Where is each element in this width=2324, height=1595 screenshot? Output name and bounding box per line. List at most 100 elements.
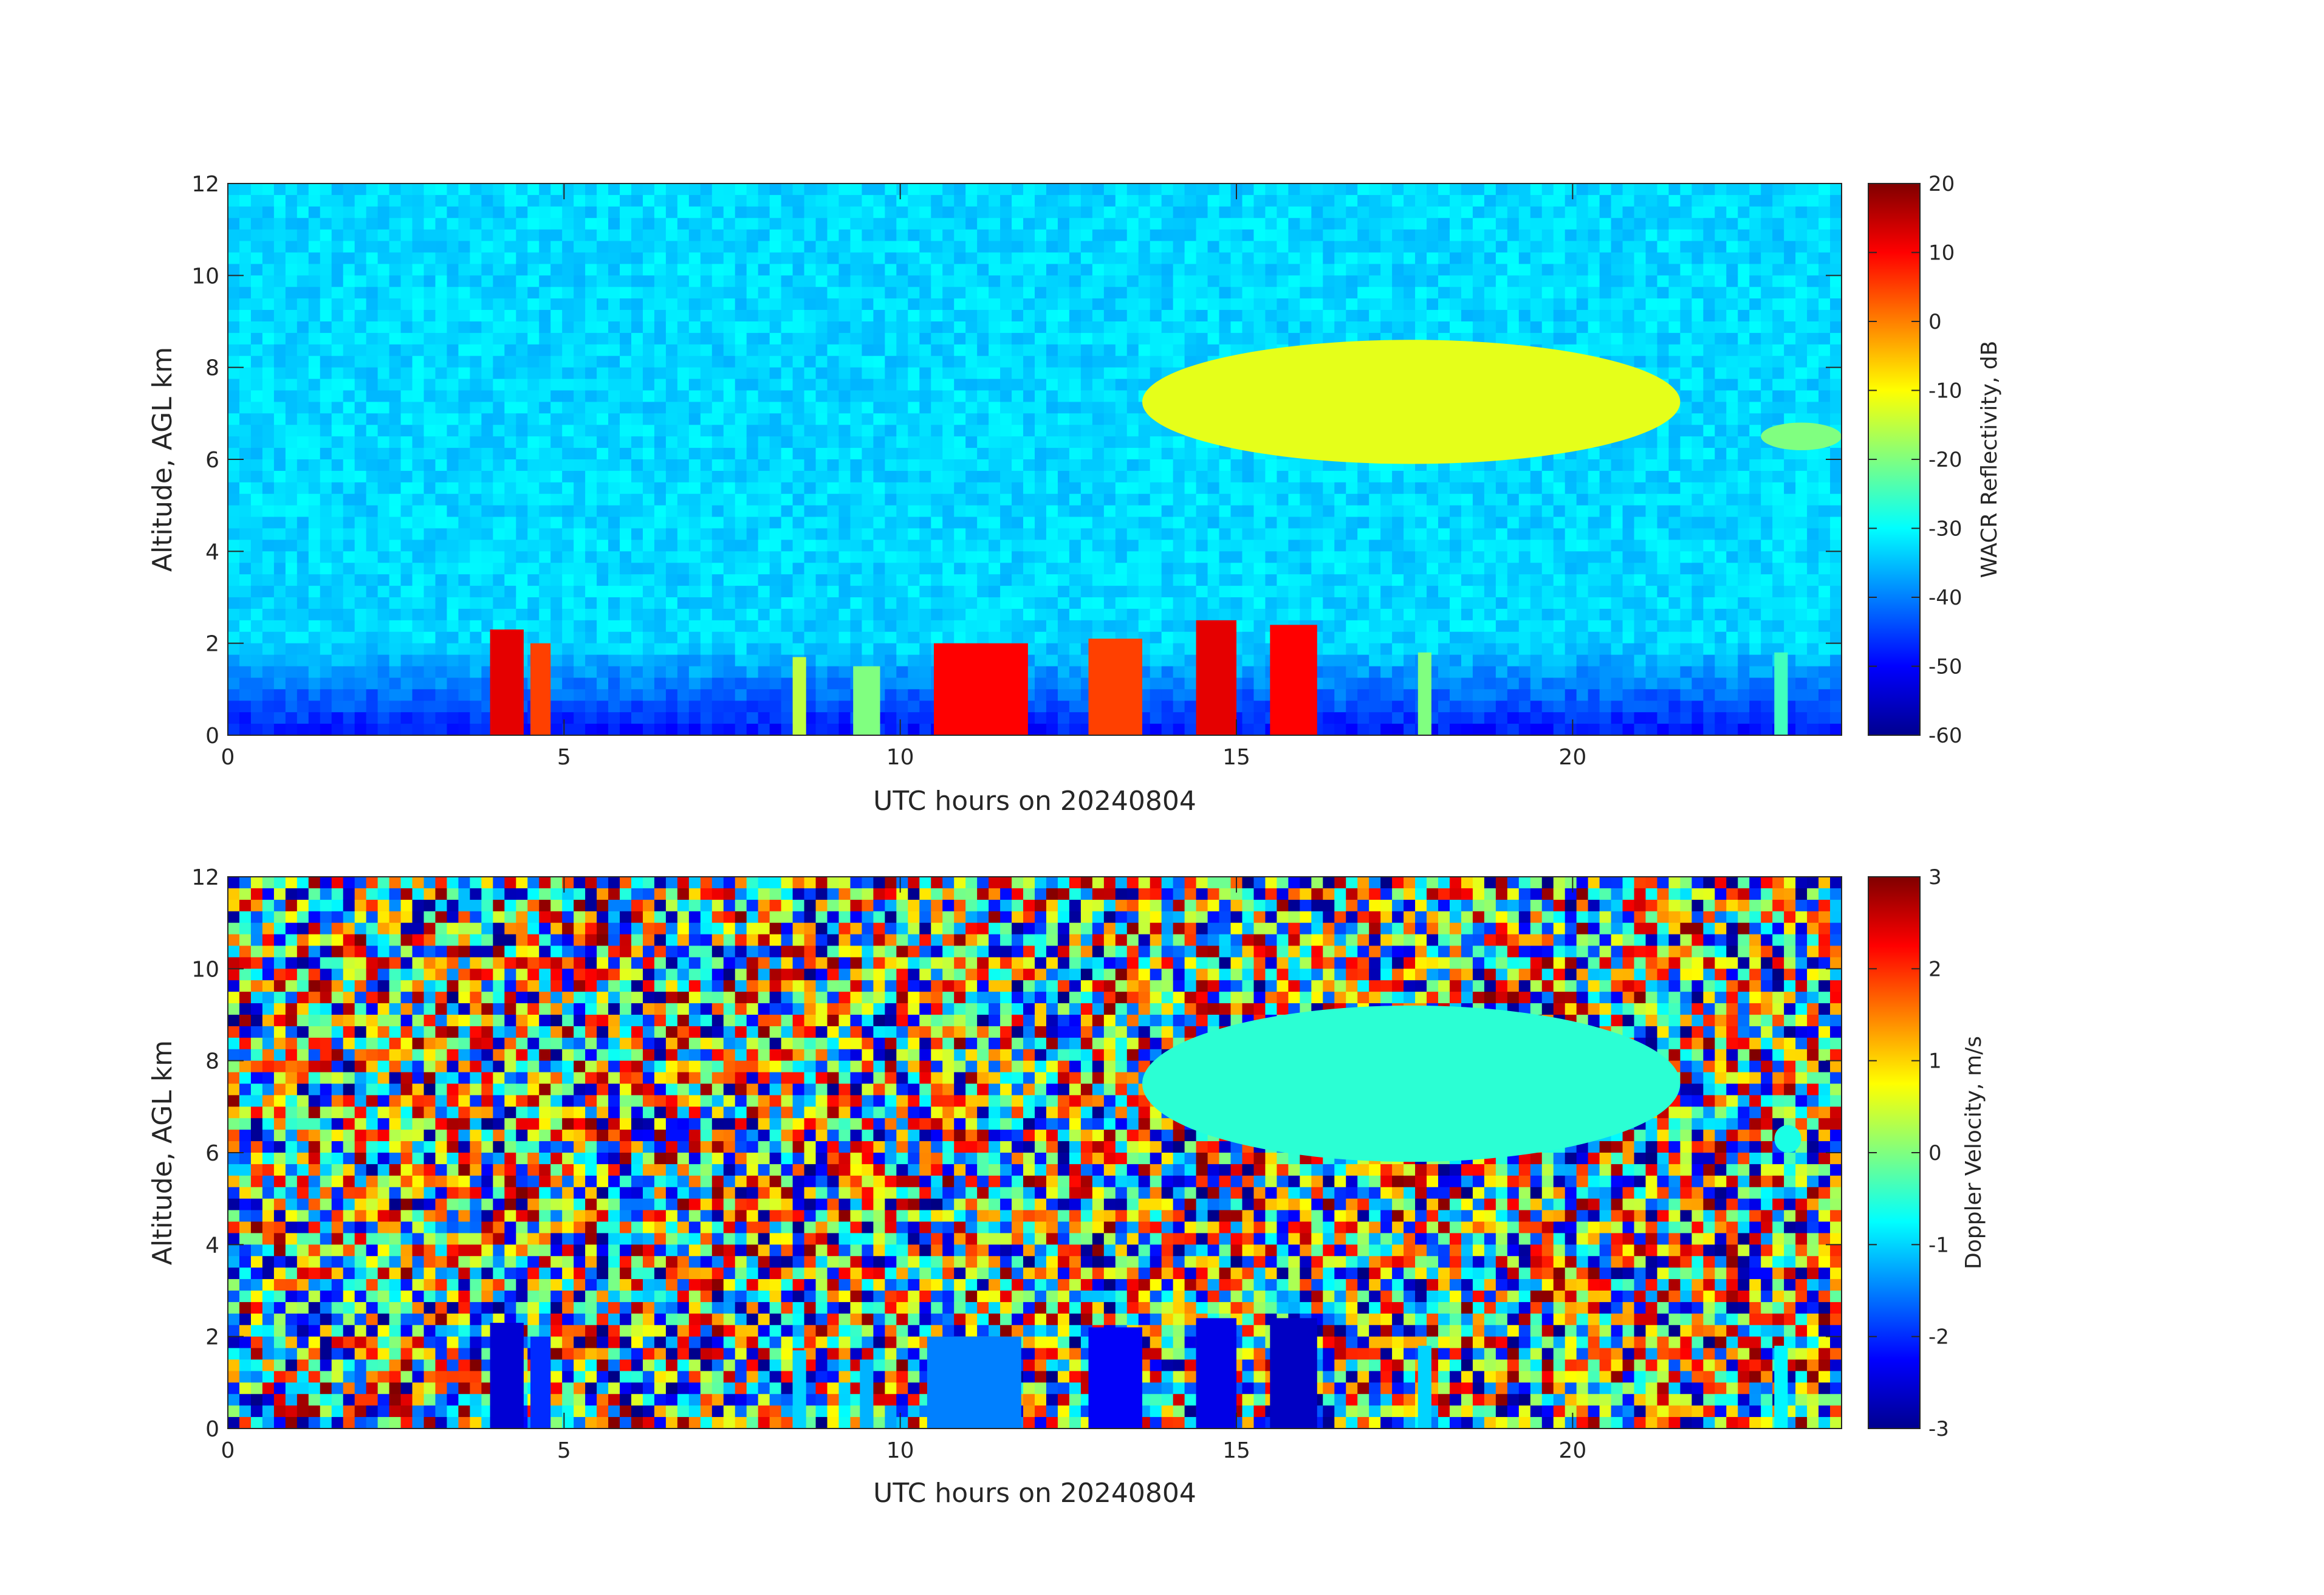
heatmap-cell [1415, 643, 1427, 656]
heatmap-cell [896, 643, 908, 656]
heatmap-cell [458, 321, 470, 334]
heatmap-cell [1404, 643, 1416, 656]
heatmap-cell [470, 275, 482, 287]
heatmap-cell [1196, 493, 1208, 506]
heatmap-cell [1288, 563, 1300, 575]
heatmap-cell [700, 241, 713, 253]
heatmap-cell [827, 597, 840, 609]
heatmap-cell [1057, 194, 1070, 207]
heatmap-cell [389, 402, 402, 414]
heatmap-cell [435, 264, 448, 276]
heatmap-cell [389, 701, 402, 713]
heatmap-cell [250, 229, 263, 242]
heatmap-cell [1380, 620, 1393, 633]
heatmap-cell [435, 551, 448, 563]
heatmap-cell [320, 264, 332, 276]
heatmap-cell [458, 332, 470, 345]
heatmap-cell [562, 528, 574, 541]
heatmap-cell [1150, 241, 1162, 253]
heatmap-cell [585, 229, 597, 242]
heatmap-cell [516, 493, 528, 506]
heatmap-cell [377, 597, 390, 609]
heatmap-cell [1161, 241, 1174, 253]
heatmap-cell [250, 677, 263, 690]
heatmap-cell [642, 724, 655, 736]
heatmap-cell [931, 574, 943, 586]
heatmap-cell [700, 184, 713, 196]
heatmap-cell [412, 252, 425, 265]
heatmap-cell [631, 413, 643, 425]
heatmap-cell [1311, 574, 1323, 586]
heatmap-cell [1323, 643, 1335, 656]
heatmap-cell [400, 540, 413, 552]
heatmap-cell [711, 528, 724, 541]
heatmap-cell [481, 332, 493, 345]
heatmap-cell [585, 332, 597, 345]
heatmap-cell [815, 689, 828, 701]
heatmap-cell [447, 620, 459, 633]
heatmap-cell [631, 701, 643, 713]
heatmap-cell [758, 206, 770, 219]
heatmap-cell [239, 287, 252, 299]
heatmap-cell [758, 275, 770, 287]
heatmap-cell [885, 620, 897, 633]
heatmap-cell [654, 563, 667, 575]
heatmap-cell [562, 332, 574, 345]
heatmap-cell [250, 436, 263, 448]
heatmap-cell [1323, 194, 1335, 207]
heatmap-cell [1080, 367, 1093, 380]
heatmap-cell [942, 528, 955, 541]
heatmap-cell [896, 666, 908, 679]
heatmap-cell [1023, 275, 1035, 287]
heatmap-cell [296, 436, 309, 448]
heatmap-cell [1184, 586, 1197, 598]
heatmap-cell [550, 631, 563, 644]
heatmap-cell [1265, 264, 1277, 276]
heatmap-cell [1000, 218, 1012, 230]
heatmap-cell [320, 402, 332, 414]
heatmap-cell [228, 402, 240, 414]
heatmap-cell [1150, 355, 1162, 368]
heatmap-cell [574, 540, 586, 552]
heatmap-cell [423, 448, 436, 460]
heatmap-cell [827, 689, 840, 701]
heatmap-cell [804, 689, 817, 701]
heatmap-cell [1323, 493, 1335, 506]
heatmap-cell [1092, 252, 1105, 265]
heatmap-cell [308, 264, 321, 276]
heatmap-cell [493, 459, 505, 472]
heatmap-cell [354, 275, 367, 287]
heatmap-cell [458, 654, 470, 667]
heatmap-cell [631, 505, 643, 518]
heatmap-cell [1000, 184, 1012, 196]
heatmap-cell [1253, 275, 1266, 287]
heatmap-cell [608, 540, 620, 552]
heatmap-cell [977, 631, 989, 644]
heatmap-cell [1103, 252, 1116, 265]
heatmap-cell [838, 620, 851, 633]
heatmap-cell [262, 631, 275, 644]
heatmap-cell [539, 264, 551, 276]
heatmap-cell [377, 298, 390, 310]
heatmap-cell [273, 218, 286, 230]
heatmap-cell [1115, 252, 1128, 265]
heatmap-cell [631, 379, 643, 391]
heatmap-cell [585, 597, 597, 609]
heatmap-cell [597, 402, 609, 414]
heatmap-cell [1207, 332, 1220, 345]
heatmap-cell [735, 344, 747, 357]
heatmap-cell [574, 505, 586, 518]
heatmap-cell [1103, 321, 1116, 334]
heatmap-cell [758, 194, 770, 207]
heatmap-cell [435, 390, 448, 403]
heatmap-cell [539, 574, 551, 586]
heatmap-cell [228, 470, 240, 483]
heatmap-cell [447, 436, 459, 448]
heatmap-cell [642, 631, 655, 644]
heatmap-cell [550, 264, 563, 276]
heatmap-cell [504, 425, 516, 437]
heatmap-cell [296, 643, 309, 656]
heatmap-cell [827, 666, 840, 679]
heatmap-cell [665, 184, 678, 196]
heatmap-cell [1069, 666, 1081, 679]
